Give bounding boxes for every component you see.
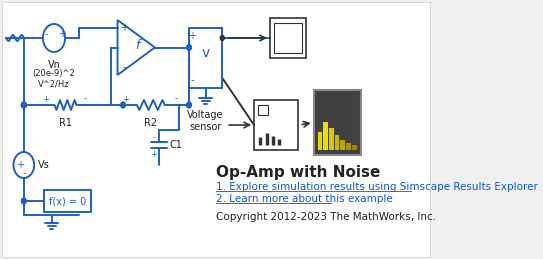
Text: 1. Explore simulation results using Simscape Results Explorer: 1. Explore simulation results using Sims… <box>216 182 538 192</box>
Bar <box>314 90 361 155</box>
Text: -: - <box>191 75 194 85</box>
Text: C1: C1 <box>170 140 183 150</box>
Bar <box>270 18 306 58</box>
Text: (20e-9)^2
V^2/Hz: (20e-9)^2 V^2/Hz <box>33 69 75 88</box>
Text: f: f <box>136 39 140 52</box>
Circle shape <box>121 102 125 108</box>
Circle shape <box>21 102 26 108</box>
Text: R2: R2 <box>144 118 157 128</box>
Text: +: + <box>120 23 128 33</box>
Text: -: - <box>175 95 178 104</box>
Text: -: - <box>22 168 26 178</box>
Circle shape <box>21 102 26 108</box>
Text: +: + <box>150 149 157 159</box>
Text: Vs: Vs <box>38 160 50 170</box>
Text: Vn: Vn <box>48 60 60 70</box>
Text: -: - <box>122 62 125 72</box>
Bar <box>346 143 351 150</box>
Text: Copyright 2012-2023 The MathWorks, Inc.: Copyright 2012-2023 The MathWorks, Inc. <box>216 212 436 222</box>
Text: f(x) = 0: f(x) = 0 <box>49 196 86 206</box>
Circle shape <box>187 45 191 51</box>
Text: -: - <box>153 133 155 142</box>
Bar <box>258 105 268 115</box>
Bar <box>352 145 357 150</box>
Text: -: - <box>45 29 48 39</box>
Text: -: - <box>84 95 86 104</box>
Text: +: + <box>58 29 66 39</box>
Bar <box>329 128 334 150</box>
Text: +: + <box>122 95 129 104</box>
Text: Op-Amp with Noise: Op-Amp with Noise <box>216 165 380 180</box>
Bar <box>189 28 222 88</box>
Bar <box>340 140 345 150</box>
Bar <box>334 135 339 150</box>
Bar <box>274 23 302 53</box>
Circle shape <box>187 102 191 108</box>
Text: v: v <box>201 46 210 60</box>
Text: R1: R1 <box>59 118 72 128</box>
Text: +: + <box>16 160 24 170</box>
Text: Voltage
sensor: Voltage sensor <box>187 110 224 132</box>
Circle shape <box>220 35 224 40</box>
Bar <box>43 190 91 212</box>
Bar <box>254 100 298 150</box>
Circle shape <box>21 198 26 204</box>
Bar <box>323 122 328 150</box>
Text: +: + <box>42 95 49 104</box>
Text: +: + <box>188 31 196 41</box>
Text: 2. Learn more about this example: 2. Learn more about this example <box>216 194 393 204</box>
Bar <box>318 132 323 150</box>
Bar <box>314 90 361 155</box>
